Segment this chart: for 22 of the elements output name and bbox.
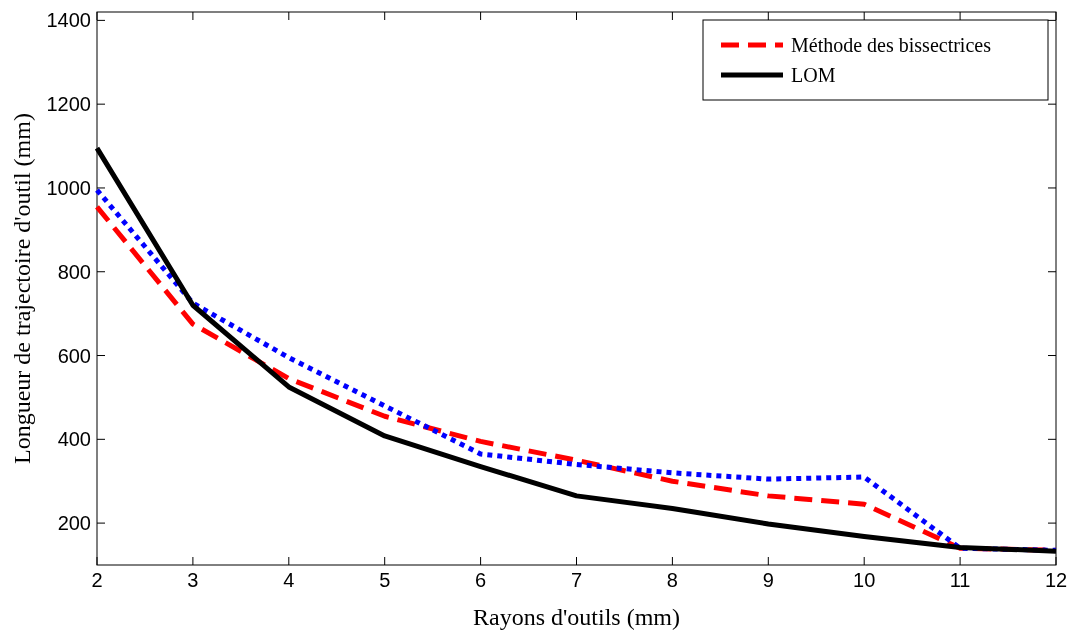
x-tick-label: 11	[949, 569, 971, 591]
legend-label: LOM	[791, 64, 836, 86]
y-tick-label: 200	[57, 512, 91, 535]
x-tick-label: 2	[91, 569, 103, 591]
x-tick-label: 7	[570, 569, 583, 591]
x-tick-label: 8	[666, 569, 678, 591]
x-tick-label: 3	[187, 569, 199, 591]
y-tick-label: 600	[57, 344, 91, 367]
y-tick-label: 1200	[46, 93, 91, 116]
y-tick-label: 800	[57, 260, 91, 283]
x-tick-label: 10	[853, 569, 876, 591]
y-tick-label: 1400	[46, 9, 91, 32]
y-tick-label: 1000	[46, 176, 91, 199]
y-tick-label: 400	[57, 428, 91, 451]
x-tick-label: 4	[283, 569, 295, 591]
legend-label: Méthode des bissectrices	[791, 34, 992, 56]
x-axis-title: Rayons d'outils (mm)	[473, 604, 680, 630]
x-tick-label: 5	[379, 569, 391, 591]
x-tick-label: 6	[475, 569, 487, 591]
y-axis-title: Longueur de trajectoire d'outil (mm)	[9, 113, 35, 464]
x-tick-label: 9	[762, 569, 774, 591]
x-tick-label: 12	[1044, 569, 1068, 591]
